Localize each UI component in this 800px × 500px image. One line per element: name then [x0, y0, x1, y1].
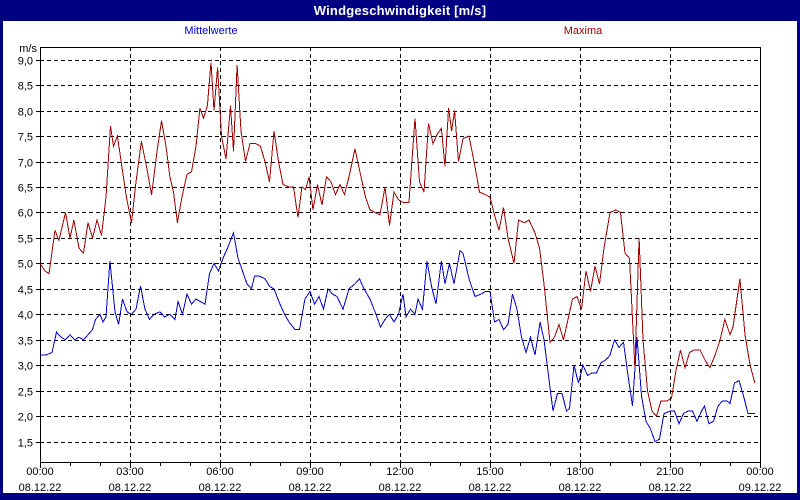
series-line-mittelwerte	[40, 231, 755, 443]
x-tick-date-label: 08.12.22	[379, 482, 422, 493]
y-tick-label: 1,5	[18, 438, 33, 450]
y-axis-unit-label: m/s	[19, 43, 37, 55]
series-line-maxima	[39, 62, 756, 418]
x-tick-date-label: 08.12.22	[469, 482, 512, 493]
y-tick-label: 6,0	[18, 208, 33, 220]
x-tick-time-label: 21:00	[656, 466, 684, 478]
title-bar: Windgeschwindigkeit [m/s]	[0, 0, 800, 21]
x-tick-date-label: 08.12.22	[19, 482, 62, 493]
y-tick-label: 5,5	[18, 234, 33, 246]
y-tick-label: 2,0	[18, 412, 33, 424]
x-tick-time-label: 15:00	[476, 466, 504, 478]
y-tick-label: 6,5	[18, 183, 33, 195]
y-tick-label: 7,0	[18, 158, 33, 170]
x-tick-time-label: 06:00	[206, 466, 234, 478]
chart-area: 9,0 8,5 8,0 7,5 7,0 6,5 6,0 5,5 5,0 4,5 4,0 3,5 3,0 2…	[3, 21, 797, 494]
x-tick-date-label: 08.12.22	[109, 482, 152, 493]
y-tick-label: 4,0	[18, 310, 33, 322]
x-tick-date-label: 08.12.22	[289, 482, 332, 493]
x-tick-time-label: 09:00	[296, 466, 324, 478]
x-tick-date-label: 08.12.22	[649, 482, 692, 493]
y-tick-label: 8,5	[18, 81, 33, 93]
y-tick-label: 3,0	[18, 361, 33, 373]
y-tick-label: 3,5	[18, 336, 33, 348]
y-tick-label: 7,5	[18, 132, 33, 144]
chart-canvas: 9,0 8,5 8,0 7,5 7,0 6,5 6,0 5,5 5,0 4,5 4,0 3,5 3,0 2…	[18, 25, 782, 494]
y-tick-label: 4,5	[18, 285, 33, 297]
x-tick-date-label: 08.12.22	[199, 482, 242, 493]
legend-label-maxima: Maxima	[564, 25, 603, 37]
y-tick-label: 8,0	[18, 107, 33, 119]
y-tick-label: 2,5	[18, 387, 33, 399]
plot-frame	[40, 47, 761, 463]
x-tick-time-label: 00:00	[746, 466, 774, 478]
window-title: Windgeschwindigkeit [m/s]	[313, 3, 487, 18]
y-tick-label: 9,0	[18, 56, 33, 68]
x-tick-date-label: 09.12.22	[739, 482, 782, 493]
x-tick-date-label: 08.12.22	[559, 482, 602, 493]
x-tick-time-label: 00:00	[26, 466, 54, 478]
x-tick-time-label: 18:00	[566, 466, 594, 478]
x-tick-time-label: 12:00	[386, 466, 414, 478]
y-tick-label: 5,0	[18, 259, 33, 271]
legend-label-mittelwerte: Mittelwerte	[184, 25, 237, 37]
x-tick-time-label: 03:00	[116, 466, 144, 478]
